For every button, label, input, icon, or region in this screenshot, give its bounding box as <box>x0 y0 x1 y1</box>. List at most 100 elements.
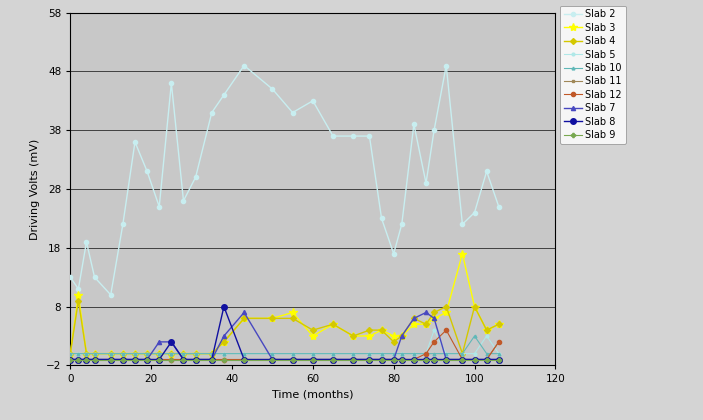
Line: Slab 8: Slab 8 <box>67 304 501 362</box>
Slab 2 <box>90 275 98 280</box>
Slab 11 <box>90 357 98 362</box>
Slab 2 <box>119 222 127 227</box>
Slab 12 <box>389 357 398 362</box>
Slab 5 <box>240 351 248 356</box>
Slab 5 <box>366 351 374 356</box>
Slab 9 <box>207 357 216 362</box>
Slab 12 <box>131 357 139 362</box>
Slab 5 <box>309 351 317 356</box>
Line: Slab 9: Slab 9 <box>68 357 501 362</box>
Slab 3 <box>90 351 98 356</box>
Slab 3 <box>131 351 139 356</box>
Slab 2 <box>398 222 406 227</box>
Slab 8 <box>422 357 430 362</box>
Slab 10 <box>220 351 228 356</box>
Slab 4 <box>155 351 163 356</box>
Slab 2 <box>366 134 374 139</box>
Slab 10 <box>410 351 418 356</box>
Slab 12 <box>398 357 406 362</box>
Slab 5 <box>398 351 406 356</box>
Slab 10 <box>131 351 139 356</box>
Slab 8 <box>349 357 358 362</box>
Slab 3 <box>288 310 297 315</box>
Slab 3 <box>143 351 151 356</box>
Slab 12 <box>167 357 176 362</box>
Slab 12 <box>349 357 358 362</box>
Slab 11 <box>329 357 337 362</box>
Slab 5 <box>495 351 503 356</box>
Slab 8 <box>482 357 491 362</box>
Slab 5 <box>207 351 216 356</box>
Slab 8 <box>458 357 467 362</box>
Slab 9 <box>442 357 451 362</box>
Slab 4 <box>220 339 228 344</box>
Slab 12 <box>66 357 75 362</box>
Slab 3 <box>269 316 277 321</box>
Slab 12 <box>82 357 91 362</box>
Slab 9 <box>179 357 188 362</box>
Slab 11 <box>75 357 83 362</box>
Slab 4 <box>240 316 248 321</box>
Slab 9 <box>191 357 200 362</box>
Slab 4 <box>430 310 439 315</box>
Slab 12 <box>495 339 503 344</box>
Slab 9 <box>119 357 127 362</box>
Slab 10 <box>82 351 91 356</box>
Slab 7 <box>458 357 467 362</box>
Slab 7 <box>470 357 479 362</box>
Slab 12 <box>90 357 98 362</box>
Line: Slab 12: Slab 12 <box>68 328 501 362</box>
Slab 5 <box>458 351 467 356</box>
Slab 2 <box>155 204 163 209</box>
Slab 7 <box>82 357 91 362</box>
Slab 3 <box>349 333 358 339</box>
Slab 7 <box>422 310 430 315</box>
Slab 5 <box>430 328 439 333</box>
Slab 4 <box>191 351 200 356</box>
Slab 9 <box>458 357 467 362</box>
Slab 9 <box>398 357 406 362</box>
Slab 11 <box>366 357 374 362</box>
Slab 11 <box>430 357 439 362</box>
Slab 11 <box>66 357 75 362</box>
Slab 5 <box>329 351 337 356</box>
Slab 8 <box>167 339 176 344</box>
Slab 11 <box>458 357 467 362</box>
Slab 9 <box>309 357 317 362</box>
Slab 10 <box>329 351 337 356</box>
Slab 3 <box>442 310 451 315</box>
Slab 11 <box>470 357 479 362</box>
Slab 7 <box>240 310 248 315</box>
Slab 8 <box>240 357 248 362</box>
Slab 3 <box>107 351 115 356</box>
Slab 3 <box>410 322 418 327</box>
Slab 2 <box>378 216 386 221</box>
Slab 7 <box>107 357 115 362</box>
Slab 11 <box>288 357 297 362</box>
Slab 7 <box>288 357 297 362</box>
Slab 9 <box>66 357 75 362</box>
Slab 5 <box>220 351 228 356</box>
Slab 4 <box>329 322 337 327</box>
Slab 3 <box>66 351 75 356</box>
Slab 7 <box>389 357 398 362</box>
Slab 8 <box>75 357 83 362</box>
Slab 5 <box>167 351 176 356</box>
Slab 2 <box>240 63 248 68</box>
Slab 8 <box>378 357 386 362</box>
Slab 10 <box>288 351 297 356</box>
Slab 4 <box>470 304 479 309</box>
Slab 12 <box>458 357 467 362</box>
Slab 4 <box>167 351 176 356</box>
Slab 12 <box>366 357 374 362</box>
Slab 5 <box>155 351 163 356</box>
Slab 9 <box>82 357 91 362</box>
Slab 8 <box>329 357 337 362</box>
Slab 10 <box>482 351 491 356</box>
Line: Slab 7: Slab 7 <box>68 310 501 362</box>
Slab 10 <box>389 351 398 356</box>
Slab 8 <box>66 357 75 362</box>
Slab 4 <box>269 316 277 321</box>
Slab 7 <box>143 357 151 362</box>
Slab 11 <box>309 357 317 362</box>
